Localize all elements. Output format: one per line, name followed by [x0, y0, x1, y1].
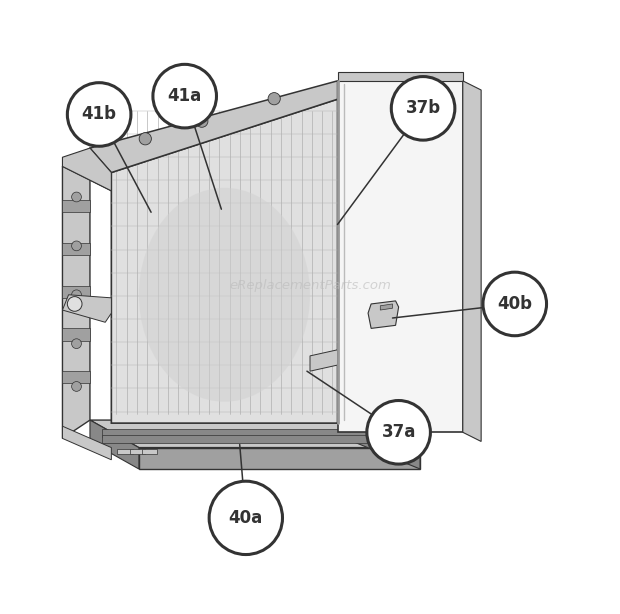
Polygon shape — [368, 301, 399, 328]
Circle shape — [68, 83, 131, 146]
Text: eReplacementParts.com: eReplacementParts.com — [229, 279, 391, 292]
Circle shape — [72, 241, 81, 251]
Polygon shape — [90, 81, 337, 173]
Text: 40a: 40a — [229, 509, 263, 527]
Polygon shape — [63, 286, 90, 298]
Text: 37b: 37b — [405, 99, 441, 117]
Circle shape — [367, 400, 430, 464]
Circle shape — [72, 339, 81, 349]
Circle shape — [483, 272, 547, 336]
Polygon shape — [117, 449, 133, 454]
Polygon shape — [337, 81, 463, 432]
Circle shape — [196, 115, 208, 127]
Polygon shape — [63, 426, 112, 460]
Polygon shape — [130, 449, 145, 454]
Polygon shape — [353, 420, 420, 469]
Polygon shape — [102, 429, 371, 437]
Polygon shape — [90, 420, 139, 469]
Text: 41a: 41a — [167, 87, 202, 105]
Polygon shape — [63, 328, 90, 341]
Polygon shape — [463, 81, 481, 441]
Polygon shape — [310, 350, 337, 371]
Circle shape — [72, 381, 81, 391]
Polygon shape — [63, 200, 90, 212]
Circle shape — [268, 93, 280, 105]
Circle shape — [391, 77, 455, 140]
Circle shape — [153, 64, 216, 128]
Polygon shape — [142, 449, 157, 454]
Circle shape — [209, 481, 283, 554]
Polygon shape — [139, 448, 420, 469]
Polygon shape — [63, 148, 90, 438]
Polygon shape — [90, 420, 420, 448]
Circle shape — [68, 297, 82, 311]
Circle shape — [139, 133, 151, 145]
Polygon shape — [380, 304, 392, 310]
Polygon shape — [337, 72, 463, 81]
Text: 40b: 40b — [497, 295, 532, 313]
Circle shape — [72, 290, 81, 300]
Ellipse shape — [139, 188, 310, 402]
Polygon shape — [63, 148, 139, 191]
Polygon shape — [102, 435, 371, 443]
Text: 37a: 37a — [381, 423, 416, 441]
Polygon shape — [63, 148, 112, 191]
Polygon shape — [112, 99, 337, 423]
Circle shape — [72, 192, 81, 202]
Polygon shape — [63, 243, 90, 255]
Polygon shape — [63, 295, 112, 322]
Text: 41b: 41b — [82, 106, 117, 123]
Polygon shape — [63, 371, 90, 383]
